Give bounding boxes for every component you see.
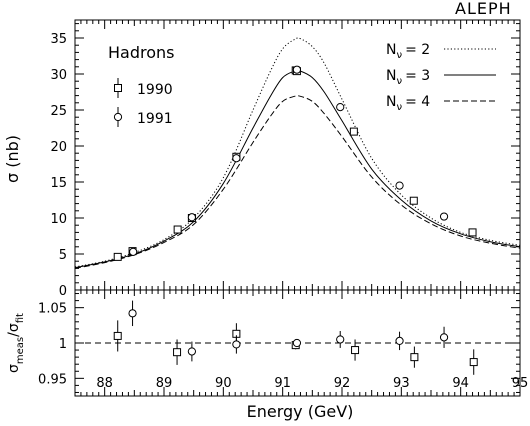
y-tick-label: 0: [59, 284, 67, 299]
ratio-y-label-subscript: fit: [15, 313, 26, 323]
x-tick-label: 95: [512, 376, 529, 391]
legend-curve-label-value: = 2: [405, 42, 430, 58]
data-point-1991: [395, 181, 404, 190]
ratio-axes: 88 89 90 91 92 93 94 95 0.95 1 1.05: [38, 290, 528, 396]
data-point-1991: [187, 213, 196, 222]
legend-curve-label-base: N: [386, 68, 396, 84]
ratio-point-1990: [410, 353, 419, 362]
ratio-point-1991: [232, 340, 241, 349]
x-axis-label: Energy (GeV): [247, 402, 354, 421]
legend-marker-1991: [113, 112, 123, 122]
x-tick-label: 91: [274, 376, 291, 391]
legend-curve-label: Nν = 3: [386, 68, 430, 87]
hadrons-annotation: Hadrons: [108, 43, 174, 62]
curve-dotted: [74, 37, 521, 268]
ratio-point-1991: [187, 347, 196, 356]
ratio-y-label-subscript: meas: [15, 337, 26, 364]
ratio-point-1991: [292, 338, 302, 348]
aleph-logo: ALEPH: [455, 0, 512, 18]
legend-curve-label-value: = 3: [405, 68, 430, 84]
ratio-point-1991: [336, 335, 345, 344]
legend-label-1991: 1991: [137, 111, 173, 127]
data-point-1991: [336, 103, 345, 112]
ratio-point-1990: [113, 331, 122, 340]
legend-curve-label-subscript: ν: [396, 102, 402, 113]
ratio-y-axis-label: σmeas/σfit: [6, 313, 26, 373]
curve-dashed: [74, 95, 521, 269]
x-tick-label: 93: [393, 376, 410, 391]
legend-curve-label-base: N: [386, 42, 396, 58]
ratio-point-1990: [469, 358, 478, 367]
legend-label-1990: 1990: [137, 82, 173, 98]
legend-marker-1990: [114, 84, 122, 92]
ratio-point-1990: [351, 346, 360, 355]
data-point-1990: [468, 228, 477, 237]
legend-curve-label-base: N: [386, 94, 396, 110]
data-point-1991: [292, 65, 302, 74]
data-point-1991: [439, 212, 449, 221]
main-axes: 0 5 10 15 20 25 30 35: [50, 20, 521, 299]
main-y-axis-label: σ (nb): [3, 135, 22, 183]
legend-curve-label: Nν = 4: [386, 94, 430, 113]
ratio-point-1991: [395, 336, 404, 345]
y-tick-label: 15: [50, 176, 67, 191]
x-tick-label: 89: [156, 376, 173, 391]
ratio-point-1990: [173, 348, 182, 357]
ratio-y-tick-label: 1.05: [38, 302, 67, 317]
y-tick-label: 35: [50, 32, 67, 47]
legend-curve-label-value: = 4: [405, 94, 430, 110]
data-point-1991: [232, 154, 241, 163]
brand-label: ALEPH: [455, 0, 512, 18]
x-tick-label: 90: [215, 376, 232, 391]
y-tick-label: 30: [50, 68, 67, 83]
data-point-1990: [349, 127, 358, 136]
legend-curve-label-subscript: ν: [396, 76, 402, 87]
y-tick-label: 5: [59, 248, 67, 263]
ratio-y-label-part: σ: [6, 364, 22, 373]
data-point-1990: [173, 225, 182, 234]
y-tick-label: 25: [50, 104, 67, 119]
x-tick-label: 88: [96, 376, 113, 391]
x-tick-label: 94: [452, 376, 469, 391]
ratio-point-1991: [128, 309, 137, 318]
main-data-points: [113, 65, 477, 261]
ratio-y-label-part: /σ: [6, 323, 22, 337]
ratio-data-points: [113, 300, 478, 375]
y-tick-label: 20: [50, 140, 67, 155]
data-point-1990: [409, 196, 418, 205]
ratio-point-1991: [439, 333, 449, 342]
y-tick-label: 10: [50, 212, 67, 227]
data-point-1991: [129, 247, 138, 256]
data-point-1990: [113, 252, 122, 261]
x-tick-label: 92: [334, 376, 351, 391]
ratio-y-tick-label: 1: [59, 337, 67, 352]
legend-curve-label-subscript: ν: [396, 50, 402, 61]
legend-curve-label: Nν = 2: [386, 42, 430, 61]
ratio-y-tick-label: 0.95: [38, 372, 67, 387]
